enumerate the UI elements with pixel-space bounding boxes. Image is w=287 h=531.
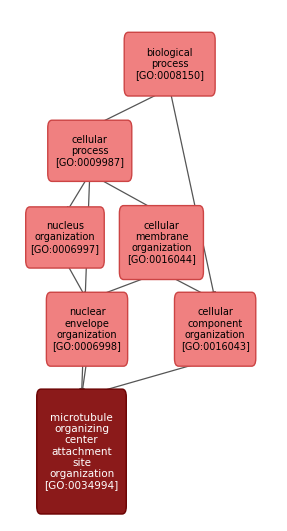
- FancyBboxPatch shape: [37, 389, 126, 514]
- Text: cellular
process
[GO:0009987]: cellular process [GO:0009987]: [55, 134, 124, 167]
- Text: cellular
component
organization
[GO:0016043]: cellular component organization [GO:0016…: [181, 307, 250, 351]
- Text: nuclear
envelope
organization
[GO:0006998]: nuclear envelope organization [GO:000699…: [53, 307, 121, 351]
- Text: nucleus
organization
[GO:0006997]: nucleus organization [GO:0006997]: [30, 221, 100, 254]
- FancyBboxPatch shape: [48, 120, 132, 182]
- FancyBboxPatch shape: [124, 32, 215, 96]
- Text: biological
process
[GO:0008150]: biological process [GO:0008150]: [135, 48, 204, 80]
- Text: microtubule
organizing
center
attachment
site
organization
[GO:0034994]: microtubule organizing center attachment…: [44, 413, 119, 490]
- FancyBboxPatch shape: [119, 205, 203, 279]
- FancyBboxPatch shape: [46, 292, 128, 366]
- FancyBboxPatch shape: [174, 292, 256, 366]
- FancyBboxPatch shape: [26, 207, 104, 268]
- Text: cellular
membrane
organization
[GO:0016044]: cellular membrane organization [GO:00160…: [127, 221, 196, 264]
